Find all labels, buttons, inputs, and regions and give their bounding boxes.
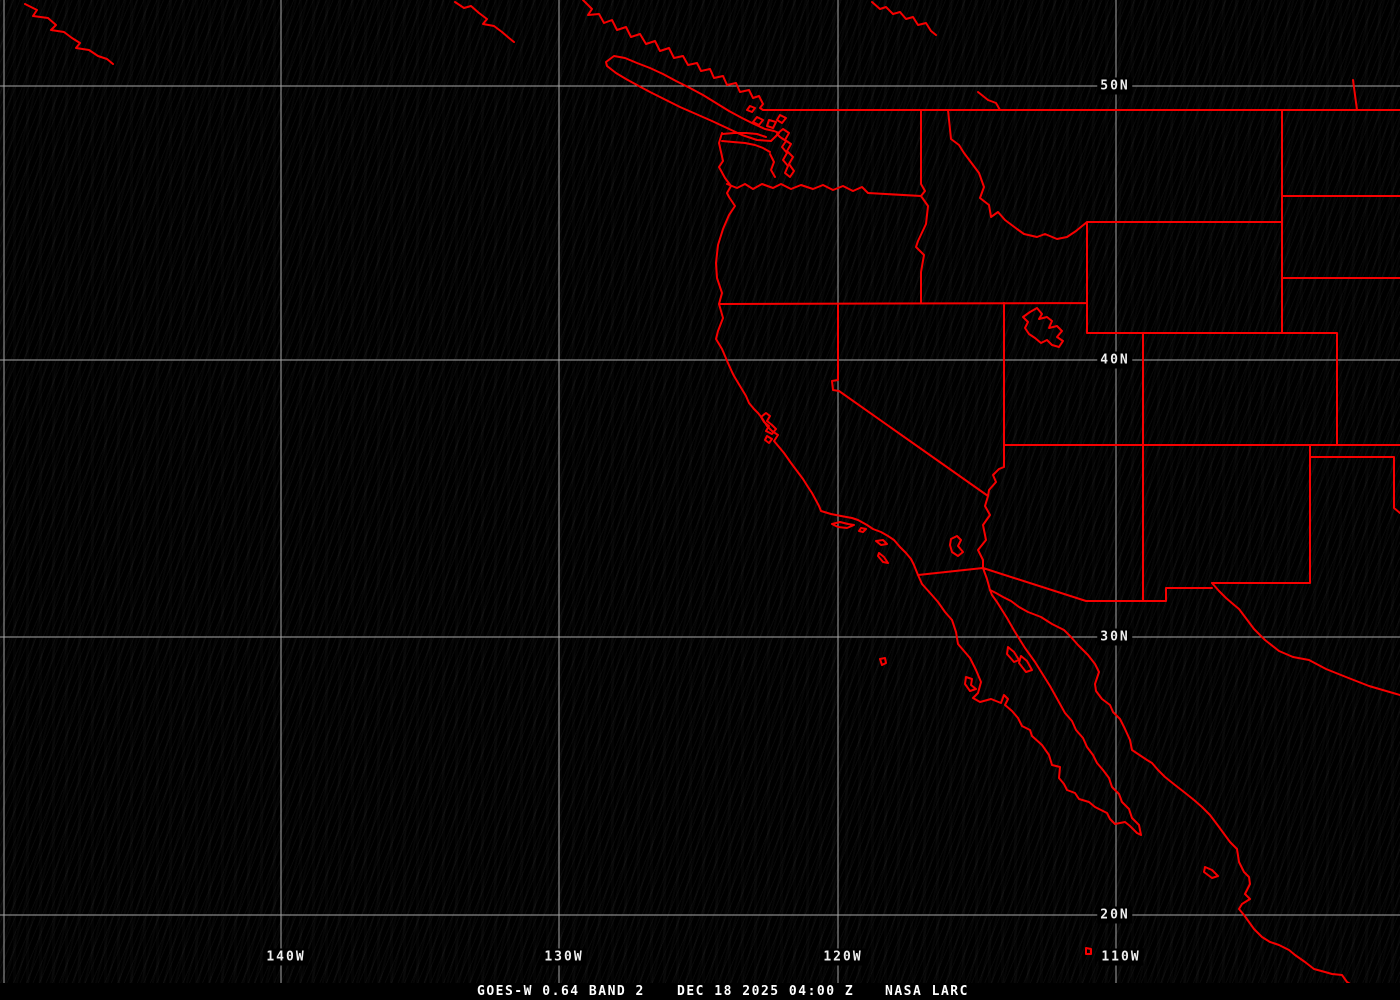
caption-credit: NASA LARC <box>885 984 969 999</box>
rio-grande-river <box>1211 582 1400 696</box>
mexico-mainland-coastline <box>989 589 1376 998</box>
us-baja-pacific-coastline <box>715 132 1142 836</box>
vancouver-island <box>605 55 780 142</box>
caption-product: GOES-W 0.64 BAND 2 <box>477 984 645 999</box>
map-overlay <box>24 0 1400 998</box>
state-borders <box>718 109 1400 602</box>
bc-coast-and-islands <box>24 0 1358 111</box>
caption-datetime: DEC 18 2025 04:00 Z <box>677 984 855 999</box>
caption-bar: GOES-W 0.64 BAND 2 DEC 18 2025 04:00 Z N… <box>0 983 1400 1000</box>
puget-sound <box>721 105 795 178</box>
islands-and-lakes-south <box>831 521 1219 955</box>
great-salt-lake <box>1022 307 1064 348</box>
san-francisco-bay <box>760 412 777 444</box>
